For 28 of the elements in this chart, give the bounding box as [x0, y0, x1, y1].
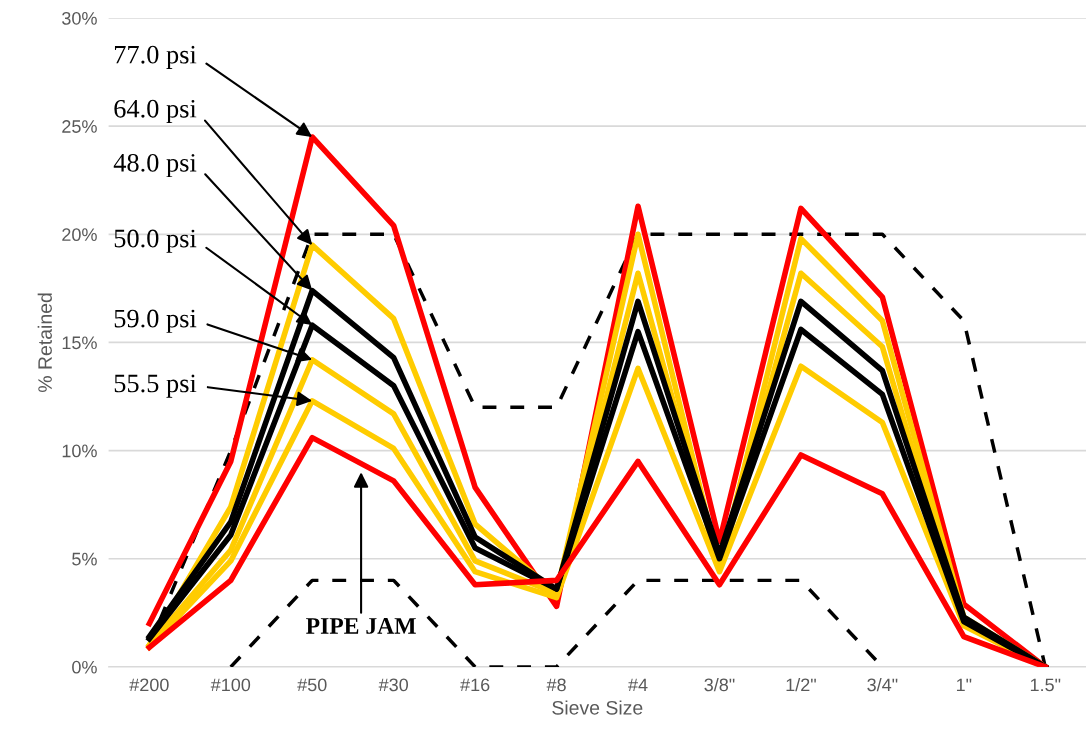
x-tick-label: #50 — [297, 678, 327, 692]
x-tick-label: 1/2" — [786, 678, 816, 692]
y-tick-label: 25% — [62, 120, 97, 133]
x-tick-label: 3/4" — [867, 678, 898, 692]
x-tick-label: #8 — [546, 678, 566, 692]
y-tick-label: 5% — [72, 552, 97, 566]
y-tick-label: 10% — [62, 444, 97, 458]
x-tick-label: #16 — [460, 678, 490, 692]
annotation: 77.0 psi — [114, 45, 197, 69]
x-tick-label: #100 — [210, 678, 251, 692]
annotation: 64.0 psi — [114, 99, 197, 123]
x-tick-label: #4 — [628, 678, 648, 692]
annotation: PIPE JAM — [306, 618, 416, 634]
annotation: 48.0 psi — [113, 153, 197, 178]
y-axis-title: % Retained — [37, 293, 52, 393]
x-tick-label: 1" — [956, 678, 972, 692]
y-tick-label: 20% — [62, 228, 97, 242]
y-tick-label: 30% — [62, 11, 97, 25]
annotation: 50.0 psi — [114, 229, 197, 253]
x-tick-label: 3/8" — [704, 678, 735, 692]
x-tick-label: #200 — [129, 678, 169, 692]
x-axis-title: Sieve Size — [552, 700, 643, 715]
x-tick-label: #30 — [378, 678, 409, 692]
y-tick-label: 15% — [62, 336, 97, 350]
y-tick-label: 0% — [72, 660, 97, 674]
x-tick-label: 1.5" — [1030, 678, 1061, 692]
annotation: 55.5 psi — [114, 374, 197, 398]
annotation: 59.0 psi — [114, 309, 197, 333]
